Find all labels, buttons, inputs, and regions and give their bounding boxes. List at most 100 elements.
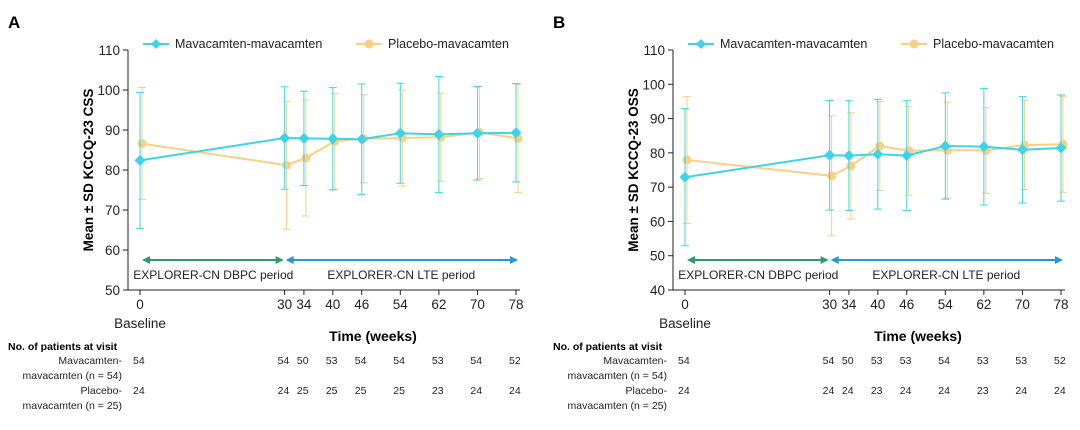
lte-arrowhead-right	[1054, 256, 1063, 264]
data-point-mavacamten	[134, 154, 146, 166]
x-tick-label: 78	[508, 297, 523, 312]
data-point-mavacamten	[510, 127, 522, 139]
x-tick-label: 34	[296, 297, 312, 312]
x-tick-label: 34	[841, 297, 857, 312]
data-point-placebo	[282, 160, 292, 170]
data-point-mavacamten	[327, 133, 339, 145]
count-placebo: 24	[278, 385, 290, 397]
dbpc-arrowhead-left	[142, 256, 150, 264]
count-placebo: 24	[823, 385, 835, 397]
row-label-mavacamten: mavacamten (n = 54)	[567, 370, 667, 382]
series-mavacamten	[679, 87, 1067, 247]
data-point-mavacamten	[356, 133, 368, 145]
dbpc-arrowhead-right	[275, 256, 284, 264]
baseline-label: Baseline	[114, 316, 166, 331]
data-point-mavacamten	[279, 132, 291, 144]
table-header: No. of patients at visit	[8, 341, 118, 353]
count-placebo: 24	[938, 385, 950, 397]
panel-a: A 50 60 70 80 90 100 110 0 30 34 40 46 54 62 70 78 Baseli…	[8, 13, 524, 412]
data-point-mavacamten	[679, 171, 691, 183]
y-tick-label: 90	[650, 112, 665, 127]
data-point-placebo	[137, 139, 147, 149]
data-point-mavacamten	[824, 149, 836, 161]
x-axis-title: Time (weeks)	[329, 328, 417, 344]
data-point-mavacamten	[1055, 142, 1067, 154]
count-mavacamten: 54	[823, 355, 835, 367]
y-tick-label: 70	[105, 203, 120, 218]
count-placebo: 23	[871, 385, 883, 397]
data-point-mavacamten	[843, 150, 855, 162]
y-axis-title: Mean ± SD KCCQ-23 OSS	[626, 88, 641, 251]
row-label-placebo: Placebo-	[626, 385, 668, 397]
y-tick-label: 80	[105, 163, 120, 178]
count-mavacamten: 53	[432, 355, 444, 367]
data-point-mavacamten	[872, 148, 884, 160]
count-placebo: 25	[297, 385, 309, 397]
data-point-mavacamten	[939, 140, 951, 152]
x-tick-label: 62	[976, 297, 991, 312]
x-tick-label: 62	[431, 297, 446, 312]
count-placebo: 24	[470, 385, 482, 397]
y-tick-label: 50	[105, 283, 120, 298]
y-tick-label: 100	[97, 83, 120, 98]
count-mavacamten: 53	[871, 355, 883, 367]
x-tick-label: 70	[1015, 297, 1030, 312]
y-tick-label: 60	[105, 243, 120, 258]
data-point-mavacamten	[901, 150, 913, 162]
count-placebo: 24	[1054, 385, 1066, 397]
panel-b: B 40 50 60 70 80 90 100 110 0 30 34 40 46 54 62 70 78 Base…	[553, 13, 1069, 412]
legend-marker-mavacamten	[151, 39, 161, 49]
row-label-placebo: mavacamten (n = 25)	[22, 400, 122, 412]
count-mavacamten: 50	[842, 355, 854, 367]
count-mavacamten: 54	[470, 355, 482, 367]
count-mavacamten: 54	[938, 355, 950, 367]
x-tick-label: 0	[136, 297, 144, 312]
row-label-mavacamten: Mavacamten-	[58, 355, 122, 367]
lte-period-label: EXPLORER-CN LTE period	[872, 268, 1020, 282]
row-label-mavacamten: Mavacamten-	[603, 355, 667, 367]
lte-arrowhead-right	[509, 256, 518, 264]
x-tick-label: 46	[899, 297, 914, 312]
data-point-placebo	[827, 171, 837, 181]
y-tick-label: 40	[650, 283, 665, 298]
y-tick-label: 60	[650, 214, 665, 229]
count-mavacamten: 54	[278, 355, 290, 367]
lte-period-label: EXPLORER-CN LTE period	[327, 268, 475, 282]
count-mavacamten: 53	[326, 355, 338, 367]
series-placebo	[137, 83, 523, 230]
count-placebo: 24	[1015, 385, 1027, 397]
x-tick-label: 46	[354, 297, 369, 312]
data-point-placebo	[875, 141, 885, 151]
x-tick-label: 54	[393, 297, 409, 312]
x-tick-label: 78	[1053, 297, 1068, 312]
series-placebo	[682, 95, 1068, 237]
legend-label-mavacamten: Mavacamten-mavacamten	[720, 37, 867, 51]
y-tick-label: 70	[650, 180, 665, 195]
data-point-placebo	[301, 153, 311, 163]
count-placebo: 25	[393, 385, 405, 397]
count-mavacamten: 52	[509, 355, 521, 367]
x-tick-label: 70	[470, 297, 485, 312]
x-tick-label: 0	[681, 297, 689, 312]
count-mavacamten: 54	[355, 355, 367, 367]
x-tick-label: 30	[277, 297, 292, 312]
count-placebo: 23	[977, 385, 989, 397]
x-axis-title: Time (weeks)	[874, 328, 962, 344]
count-mavacamten: 54	[678, 355, 690, 367]
legend-marker-mavacamten	[696, 39, 706, 49]
count-placebo: 24	[900, 385, 912, 397]
x-tick-label: 54	[938, 297, 954, 312]
legend-label-mavacamten: Mavacamten-mavacamten	[175, 37, 322, 51]
y-tick-label: 90	[105, 123, 120, 138]
legend-marker-placebo	[909, 39, 919, 49]
data-point-mavacamten	[298, 132, 310, 144]
dbpc-period-label: EXPLORER-CN DBPC period	[133, 268, 293, 282]
count-mavacamten: 53	[977, 355, 989, 367]
count-placebo: 23	[432, 385, 444, 397]
count-mavacamten: 54	[133, 355, 145, 367]
data-point-mavacamten	[471, 127, 483, 139]
y-tick-label: 110	[98, 43, 120, 58]
legend-label-placebo: Placebo-mavacamten	[933, 37, 1054, 51]
y-tick-label: 110	[643, 43, 665, 58]
series-mavacamten	[134, 75, 522, 229]
